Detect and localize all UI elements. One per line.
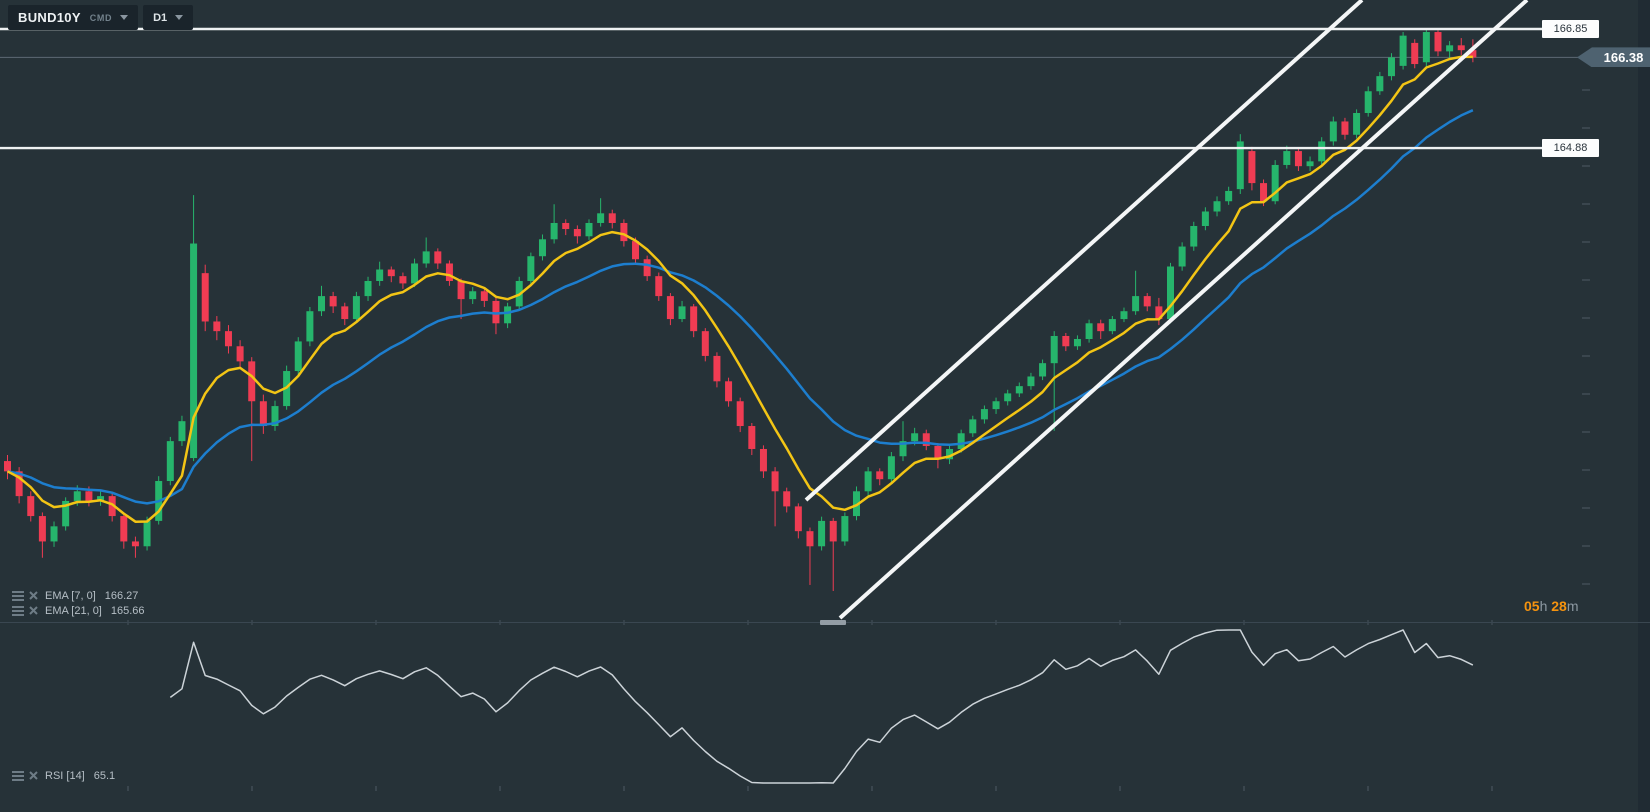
indicator-name: EMA [21, 0]: [45, 604, 102, 617]
rsi-line: [169, 629, 1474, 784]
indicator-value: 166.27: [104, 589, 139, 602]
indicator-settings-icon[interactable]: [12, 770, 24, 781]
candles-layer: [4, 29, 1477, 591]
indicator-close-icon[interactable]: [29, 606, 38, 615]
account-type-badge: CMD: [89, 12, 113, 23]
timeframe-selector[interactable]: D1: [143, 5, 194, 30]
indicator-name: RSI [14]: [45, 769, 85, 782]
price-level-label-lower[interactable]: 164.88: [1542, 139, 1599, 158]
symbol-name: BUND10Y: [18, 10, 81, 25]
price-level-label-upper[interactable]: 166.85: [1542, 20, 1599, 38]
timer-hours-unit: h: [1539, 598, 1548, 614]
indicator-settings-icon[interactable]: [12, 590, 24, 601]
indicator-legend-rsi: RSI [14] 65.1: [12, 769, 115, 782]
timeframe-label: D1: [153, 11, 168, 24]
timer-minutes: 28: [1551, 598, 1567, 614]
trend-channel[interactable]: [804, 0, 1529, 620]
indicator-name: EMA [7, 0]: [45, 589, 96, 602]
indicator-settings-icon[interactable]: [12, 605, 24, 616]
chevron-down-icon[interactable]: [120, 15, 129, 20]
indicator-value: 165.66: [110, 604, 145, 617]
price-level-lines: [0, 27, 1542, 150]
chevron-down-icon[interactable]: [175, 15, 184, 20]
candle-countdown-timer: 05h 28m: [1524, 598, 1579, 614]
symbol-selector[interactable]: BUND10Y CMD: [8, 5, 139, 30]
indicator-close-icon[interactable]: [29, 591, 38, 600]
timer-minutes-unit: m: [1566, 598, 1579, 614]
ema-fast-line: [6, 55, 1473, 523]
axis-ticks: [127, 89, 1590, 791]
indicator-legend-ema-fast: EMA [7, 0] 166.27: [12, 589, 138, 602]
ema-slow-line: [7, 109, 1474, 505]
indicator-value: 65.1: [93, 769, 116, 782]
indicator-close-icon[interactable]: [29, 771, 38, 780]
indicator-legend-ema-slow: EMA [21, 0] 165.66: [12, 604, 145, 617]
current-price-tag: 166.38: [1577, 47, 1650, 68]
timer-hours: 05: [1524, 598, 1540, 614]
chart-toolbar: BUND10Y CMD D1: [8, 5, 194, 30]
pane-resize-handle[interactable]: [820, 620, 846, 625]
